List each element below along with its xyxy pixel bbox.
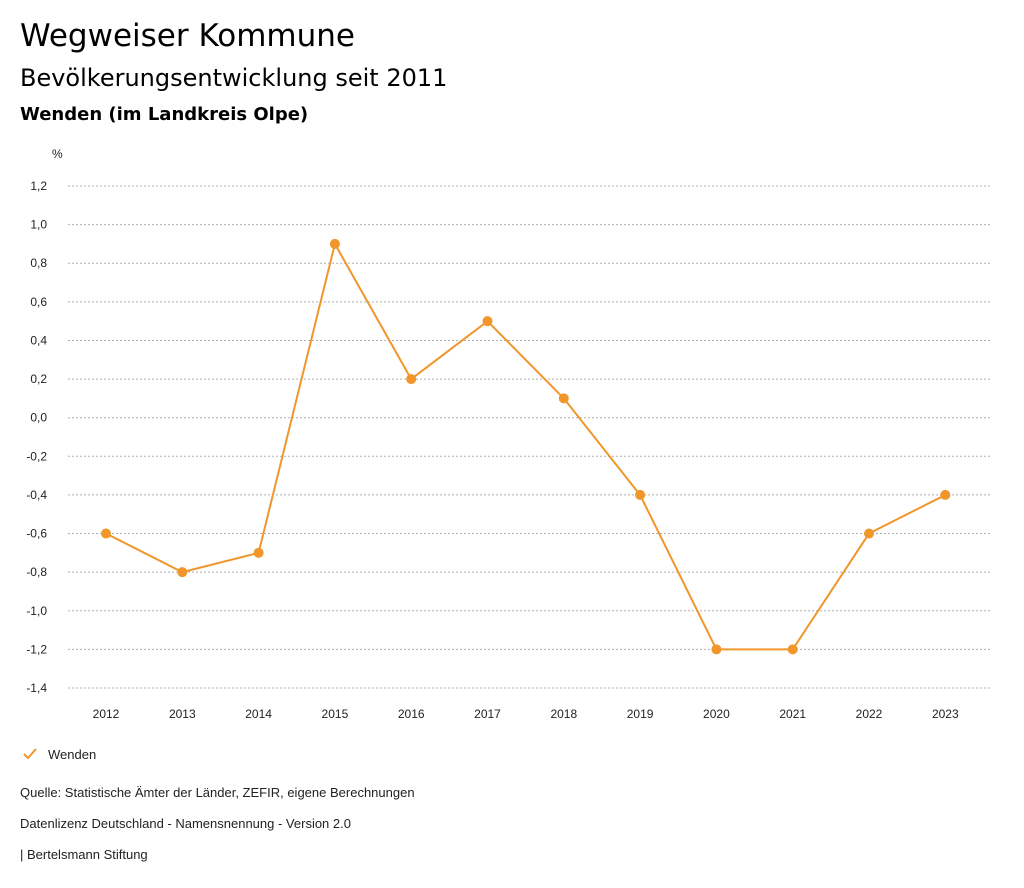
x-axis-ticks: 2012 2013 2014 2015 2016 2017 2018 2019 2020 2021… [93, 707, 959, 721]
source-note: Quelle: Statistische Ämter der Länder, Z… [20, 785, 415, 800]
chart-subtitle: Bevölkerungsentwicklung seit 2011 [20, 64, 448, 92]
x-tick-label: 2015 [322, 707, 349, 721]
data-point[interactable] [329, 238, 340, 249]
x-tick-label: 2017 [474, 707, 501, 721]
check-icon [23, 748, 37, 760]
data-point[interactable] [711, 644, 722, 655]
data-point[interactable] [940, 489, 951, 500]
y-tick-label: -0,8 [26, 565, 47, 579]
y-tick-label: -0,6 [26, 527, 47, 541]
line-chart: 1,2 1,0 0,8 0,6 0,4 0,2 0,0 -0,2 -0,4 -0,6 -0,8 -1,… [26, 147, 990, 721]
publisher-note: | Bertelsmann Stiftung [20, 847, 148, 862]
y-tick-label: -1,0 [26, 604, 47, 618]
data-point[interactable] [482, 316, 493, 327]
y-tick-label: 0,6 [30, 295, 47, 309]
x-tick-label: 2013 [169, 707, 196, 721]
x-tick-label: 2012 [93, 707, 120, 721]
page-title: Wegweiser Kommune [20, 18, 355, 54]
data-point[interactable] [406, 374, 417, 385]
data-point[interactable] [253, 547, 264, 558]
data-point[interactable] [864, 528, 874, 539]
x-tick-label: 2021 [779, 707, 806, 721]
legend[interactable]: Wenden [20, 744, 96, 764]
y-tick-label: -1,2 [26, 642, 47, 656]
grid-lines [68, 185, 990, 689]
x-tick-label: 2020 [703, 707, 730, 721]
y-tick-label: -0,2 [26, 449, 47, 463]
data-point[interactable] [558, 393, 569, 404]
x-tick-label: 2018 [550, 707, 577, 721]
data-point[interactable] [787, 644, 798, 655]
y-tick-label: 0,4 [30, 333, 47, 347]
legend-label: Wenden [48, 746, 97, 762]
x-tick-label: 2014 [245, 707, 272, 721]
y-tick-label: -0,4 [26, 488, 47, 502]
y-tick-label: 1,2 [30, 179, 47, 193]
y-axis-ticks: 1,2 1,0 0,8 0,6 0,4 0,2 0,0 -0,2 -0,4 -0,6 -0,8 -1,… [26, 179, 47, 695]
y-tick-label: 1,0 [30, 218, 47, 232]
y-tick-label: -1,4 [26, 681, 47, 695]
region-name: Wenden (im Landkreis Olpe) [20, 104, 309, 125]
x-tick-label: 2016 [398, 707, 425, 721]
y-tick-label: 0,2 [30, 372, 47, 386]
x-tick-label: 2023 [932, 707, 959, 721]
series-wenden [101, 238, 951, 655]
y-tick-label: 0,0 [30, 411, 47, 425]
x-tick-label: 2019 [627, 707, 654, 721]
license-note: Datenlizenz Deutschland - Namensnennung … [20, 816, 351, 831]
series-line [105, 241, 946, 651]
data-point[interactable] [101, 528, 111, 539]
y-axis-unit: % [52, 147, 63, 161]
x-tick-label: 2022 [856, 707, 883, 721]
y-tick-label: 0,8 [30, 256, 47, 270]
data-point[interactable] [635, 489, 646, 500]
data-point[interactable] [177, 567, 188, 578]
